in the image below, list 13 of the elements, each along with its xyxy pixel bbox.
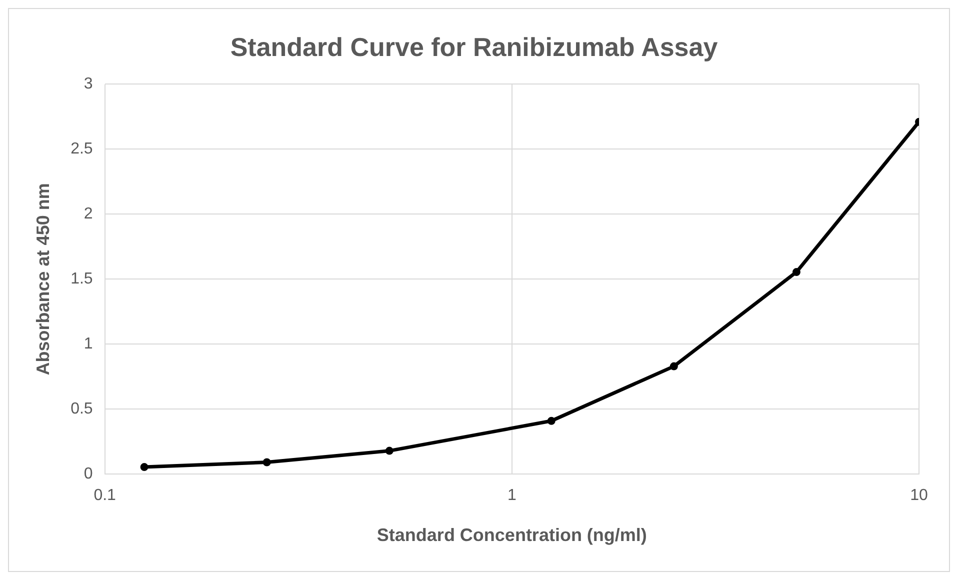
y-tick-label: 2.5 [70, 140, 93, 158]
x-tick-label: 1 [507, 487, 516, 504]
x-axis-title: Standard Concentration (ng/ml) [376, 525, 647, 546]
y-tick-label: 3 [84, 76, 93, 93]
y-tick-label: 1 [84, 336, 93, 353]
x-tick-label: 0.1 [94, 487, 116, 504]
y-tick-label: 0.5 [70, 400, 93, 418]
y-tick-label: 1.5 [70, 270, 93, 288]
chart-title: Standard Curve for Ranibizumab Assay [230, 32, 718, 62]
y-tick-label: 0 [84, 466, 93, 483]
y-tick-label: 2 [84, 206, 93, 223]
x-tick-label: 10 [910, 487, 928, 504]
y-axis-title: Absorbance at 450 nm [32, 183, 53, 376]
